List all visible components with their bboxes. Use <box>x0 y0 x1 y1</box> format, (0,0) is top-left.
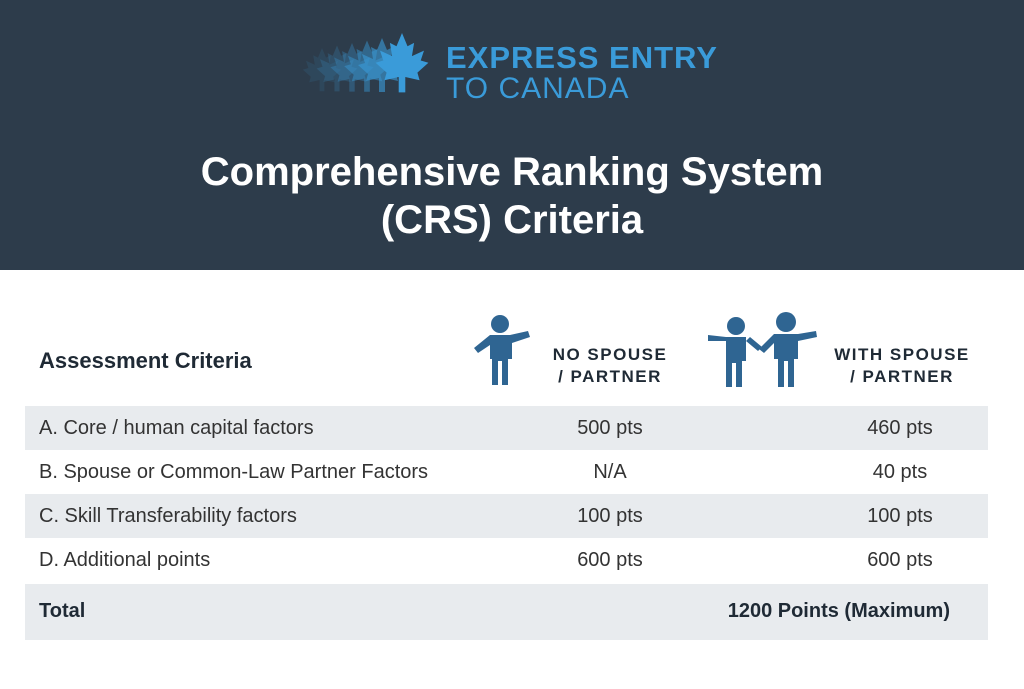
row-no-spouse-value: N/A <box>593 461 627 483</box>
row-with-spouse-value: 460 pts <box>867 417 933 439</box>
title-line1: Comprehensive Ranking System <box>200 150 824 194</box>
title-line2: (CRS) Criteria <box>380 198 644 242</box>
row-label: A. Core / human capital factors <box>39 417 314 439</box>
with-spouse-column-header: WITH SPOUSE / PARTNER <box>818 344 986 388</box>
row-with-spouse-value: 600 pts <box>867 549 933 571</box>
table-row: C. Skill Transferability factors 100 pts… <box>25 494 988 538</box>
row-label: D. Additional points <box>39 549 211 571</box>
row-no-spouse-value: 600 pts <box>577 549 643 571</box>
table-row: D. Additional points 600 pts 600 pts <box>25 538 988 582</box>
no-spouse-line2: / PARTNER <box>558 367 662 386</box>
header-banner: EXPRESS ENTRY TO CANADA Comprehensive Ra… <box>0 0 1024 270</box>
page-title: Comprehensive Ranking System (CRS) Crite… <box>0 148 1024 244</box>
criteria-column-header: Assessment Criteria <box>39 348 252 373</box>
with-spouse-line1: WITH SPOUSE <box>834 345 970 364</box>
row-no-spouse-value: 100 pts <box>577 505 643 527</box>
row-with-spouse-value: 40 pts <box>872 461 928 483</box>
table-row: B. Spouse or Common-Law Partner Factors … <box>25 450 988 494</box>
row-with-spouse-value: 100 pts <box>867 505 933 527</box>
couple-icon <box>708 312 817 387</box>
express-entry-logo: EXPRESS ENTRY TO CANADA <box>262 32 742 105</box>
row-no-spouse-value: 500 pts <box>577 417 643 439</box>
no-spouse-column-header: NO SPOUSE / PARTNER <box>540 344 680 388</box>
maple-leaf-icon <box>302 33 429 93</box>
criteria-table: A. Core / human capital factors 500 pts … <box>25 406 988 582</box>
table-row: A. Core / human capital factors 500 pts … <box>25 406 988 450</box>
total-label: Total <box>39 600 86 622</box>
logo-text-line2: TO CANADA <box>446 72 630 105</box>
row-label: B. Spouse or Common-Law Partner Factors <box>39 461 429 483</box>
no-spouse-line1: NO SPOUSE <box>552 345 668 364</box>
logo-text-line1: EXPRESS ENTRY <box>446 40 718 75</box>
row-label: C. Skill Transferability factors <box>39 505 297 527</box>
with-spouse-line2: / PARTNER <box>850 367 954 386</box>
single-person-icon <box>474 315 530 385</box>
total-value: 1200 Points (Maximum) <box>727 600 950 622</box>
total-row: Total 1200 Points (Maximum) <box>25 584 988 640</box>
